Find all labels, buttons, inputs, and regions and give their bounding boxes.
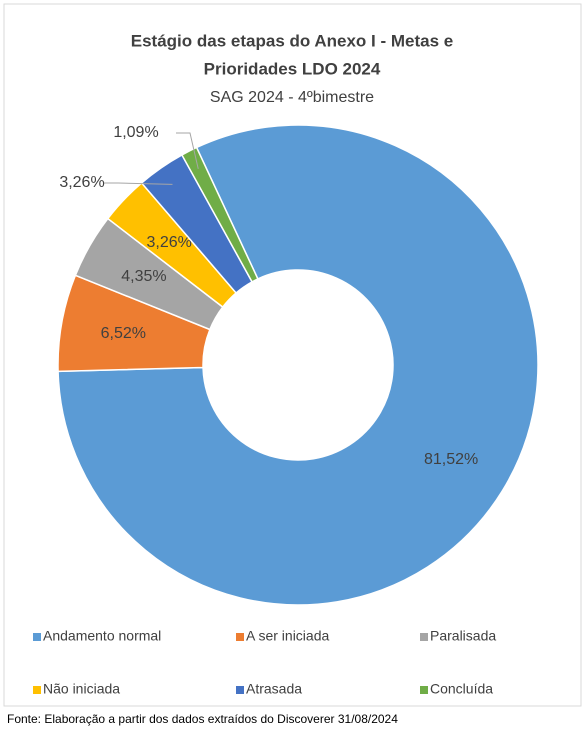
data-label: 3,26% [59, 174, 104, 191]
legend-label: Não iniciada [43, 681, 120, 697]
data-label: 81,52% [424, 451, 478, 468]
data-label: 4,35% [121, 268, 166, 285]
legend-swatch [236, 686, 244, 694]
leader-line [176, 132, 199, 170]
legend-swatch [236, 633, 244, 641]
donut-slice [57, 124, 539, 606]
data-label: 1,09% [113, 124, 158, 141]
chart-title: Prioridades LDO 2024 [204, 59, 381, 78]
legend-label: Andamento normal [43, 628, 161, 644]
leader-line [104, 182, 173, 185]
legend-swatch [33, 686, 41, 694]
legend-swatch [420, 686, 428, 694]
legend-label: Paralisada [430, 628, 496, 644]
legend-label: Atrasada [246, 681, 302, 697]
chart-subtitle: SAG 2024 - 4ºbimestre [210, 89, 374, 106]
chart-title: Estágio das etapas do Anexo I - Metas e [131, 31, 453, 50]
donut-slice [180, 146, 259, 283]
legend-label: A ser iniciada [246, 628, 329, 644]
legend-swatch [420, 633, 428, 641]
data-label: 3,26% [146, 234, 191, 251]
legend-label: Concluída [430, 681, 493, 697]
data-label: 6,52% [101, 325, 146, 342]
source-note: Fonte: Elaboração a partir dos dados ext… [7, 712, 398, 726]
legend-swatch [33, 633, 41, 641]
